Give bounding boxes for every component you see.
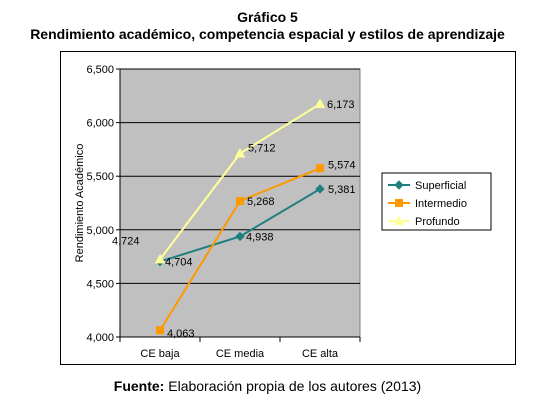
data-point	[316, 164, 324, 173]
data-point	[156, 326, 164, 335]
x-tick-label: CE media	[216, 348, 265, 360]
data-point	[234, 147, 246, 158]
source-label: Fuente:	[113, 378, 165, 394]
data-label: 5,381	[328, 184, 356, 196]
data-label: 5,574	[328, 159, 356, 171]
y-tick-label: 4,000	[86, 332, 114, 344]
y-tick-label: 5,500	[86, 171, 114, 183]
data-label: 4,063	[167, 328, 195, 340]
legend-label: Intermedio	[415, 198, 467, 210]
data-label: 4,704	[165, 257, 193, 269]
y-tick-label: 6,000	[86, 118, 114, 130]
data-label: 4,724	[112, 235, 140, 247]
data-label: 4,938	[246, 231, 274, 243]
data-point	[315, 184, 325, 194]
data-label: 6,173	[327, 99, 355, 111]
legend-marker	[395, 199, 403, 207]
data-point	[235, 231, 245, 242]
y-tick-label: 4,500	[86, 278, 114, 290]
data-point	[154, 253, 166, 264]
chart-title: Gráfico 5	[237, 9, 298, 25]
x-tick-label: CE baja	[140, 348, 180, 360]
data-point	[314, 98, 326, 109]
chart-frame: 4,000 4,500 5,000 5,500 6,000 6,500 CE baja CE …	[60, 51, 516, 365]
line-chart: 4,000 4,500 5,000 5,500 6,000 6,500 CE baja CE …	[74, 64, 492, 360]
legend-marker	[394, 180, 404, 190]
x-tick-label: CE alta	[302, 348, 339, 360]
legend-label: Superficial	[415, 180, 466, 192]
chart-subtitle: Rendimiento académico, competencia espac…	[30, 26, 505, 42]
data-label: 5,712	[248, 142, 276, 154]
data-point	[236, 197, 244, 206]
legend-label: Profundo	[415, 216, 460, 228]
data-label: 5,268	[247, 196, 275, 208]
y-tick-label: 5,000	[86, 225, 114, 237]
figure-source: Fuente: Elaboración propia de los autore…	[0, 378, 535, 394]
y-tick-label: 6,500	[86, 64, 114, 76]
y-axis-label: Rendimiento Académico	[74, 144, 86, 263]
legend-marker	[393, 215, 405, 225]
source-text: Elaboración propia de los autores (2013)	[168, 378, 422, 394]
